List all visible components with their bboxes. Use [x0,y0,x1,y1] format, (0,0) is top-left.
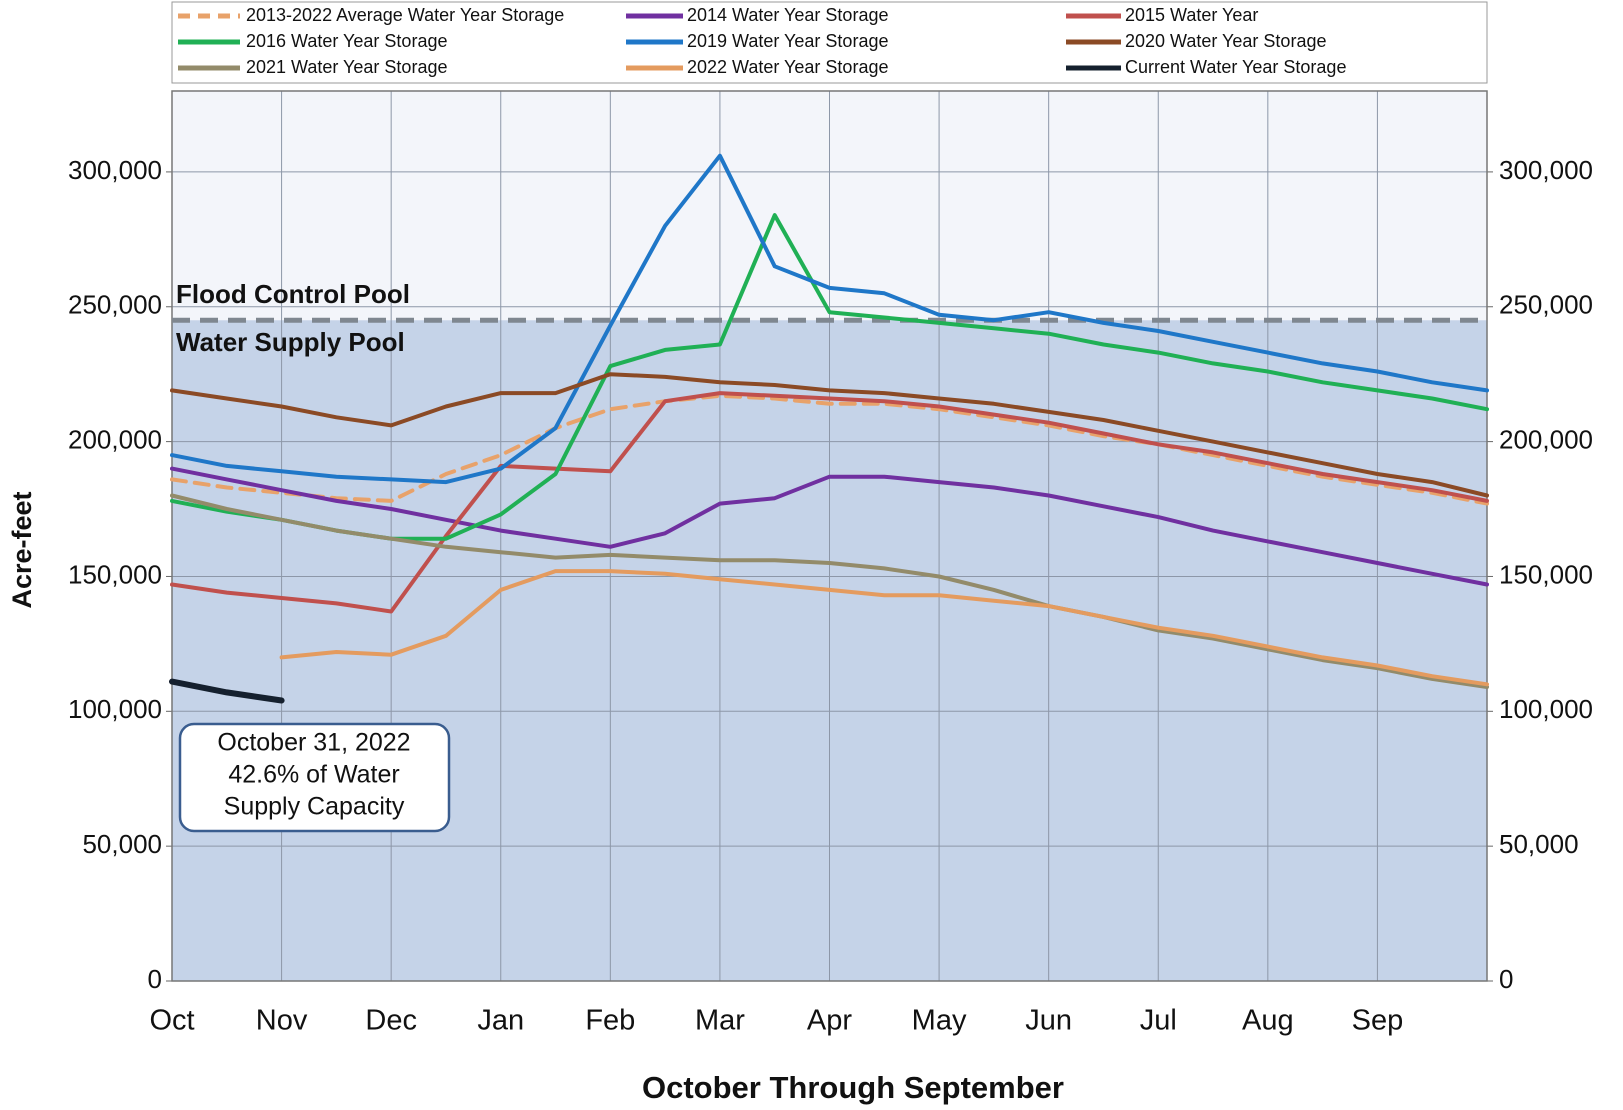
x-tick-label: Feb [585,1005,635,1037]
x-tick-label: Oct [149,1005,194,1037]
series-line [279,569,1489,687]
series-line [170,391,1489,614]
legend-label: Current Water Year Storage [1125,57,1346,77]
series-line [170,372,1489,498]
y2-tick-label: 150,000 [1499,559,1593,589]
series-line [170,493,1489,689]
pool-label: Water Supply Pool [176,327,405,357]
series-line [170,153,1489,485]
series-line [170,466,1489,587]
y2-tick-label: 0 [1499,964,1513,994]
grid [166,90,1493,982]
y2-tick-label: 200,000 [1499,424,1593,454]
legend-label: 2014 Water Year Storage [687,5,888,25]
legend-label: 2016 Water Year Storage [246,31,447,51]
x-tick-label: Dec [365,1005,417,1037]
annotation-text: Supply Capacity [224,793,405,821]
y-tick-label: 0 [148,964,162,994]
legend-label: 2019 Water Year Storage [687,31,888,51]
series-lines [169,153,1489,704]
y-tick-label: 50,000 [82,829,162,859]
annotation-text: 42.6% of Water [228,761,399,789]
y2-tick-label: 100,000 [1499,694,1593,724]
y2-tick-label: 250,000 [1499,290,1593,320]
x-tick-label: Jul [1140,1005,1177,1037]
legend-label: 2020 Water Year Storage [1125,31,1326,51]
legend-label: 2021 Water Year Storage [246,57,447,77]
y2-tick-label: 300,000 [1499,155,1593,185]
y-tick-label: 100,000 [68,694,162,724]
labels: 0 50,000 100,000 150,000 200,000 250,000 300,0… [68,5,1593,1037]
annotation-text: October 31, 2022 [217,729,410,757]
legend-box [171,1,1488,84]
y-tick-label: 300,000 [68,155,162,185]
x-tick-label: May [912,1005,967,1037]
x-tick-label: Jun [1025,1005,1072,1037]
y-tick-label: 250,000 [68,290,162,320]
x-axis-title: October Through September [642,1070,1064,1105]
x-tick-label: Nov [256,1005,308,1037]
y-tick-label: 150,000 [68,559,162,589]
y-tick-label: 200,000 [68,424,162,454]
series-line [170,393,1489,506]
plot-border [171,90,1488,982]
y2-tick-label: 50,000 [1499,829,1579,859]
x-tick-label: Apr [807,1005,852,1037]
legend-label: 2015 Water Year [1125,5,1258,25]
x-tick-label: Sep [1352,1005,1404,1037]
pool-label: Flood Control Pool [176,279,410,309]
x-tick-label: Aug [1242,1005,1294,1037]
legend-label: 2013-2022 Average Water Year Storage [246,5,564,25]
legend-label: 2022 Water Year Storage [687,57,888,77]
x-tick-label: Mar [695,1005,745,1037]
x-tick-label: Jan [477,1005,524,1037]
series-line [169,678,285,704]
y-axis-title: Acre-feet [7,491,37,608]
annotation-box [178,722,451,833]
